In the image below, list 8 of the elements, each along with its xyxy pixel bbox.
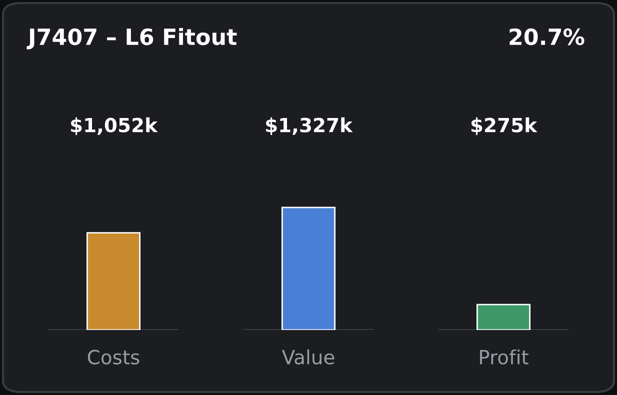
chart-title: J7407 – L6 Fitout [26, 28, 237, 50]
x-tick-label: Profit [480, 349, 528, 364]
x-tick-label: Value [282, 349, 334, 364]
data-label: $275k [471, 117, 538, 136]
data-label: $1,052k [71, 117, 158, 136]
text: 20.7% [510, 28, 584, 46]
data-label: $1,327k [266, 117, 353, 136]
x-tick-label: Costs [88, 350, 140, 364]
